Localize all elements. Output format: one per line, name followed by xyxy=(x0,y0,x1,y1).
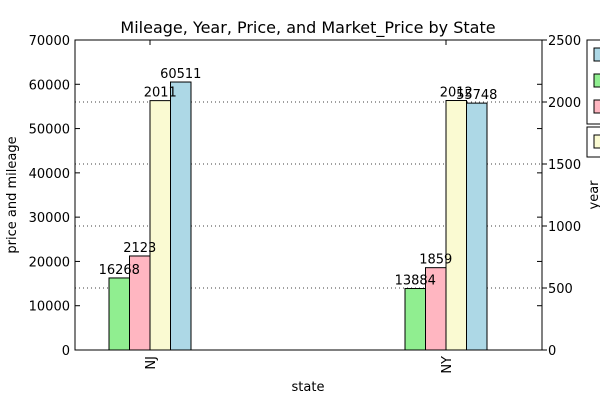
legend-swatch-0 xyxy=(593,47,600,62)
data-label-ny-3: 55748 xyxy=(456,88,497,103)
bar-ny-0 xyxy=(404,288,426,351)
legend-swatch-1 xyxy=(593,73,600,88)
x-axis-ticks: NJ NY xyxy=(144,40,455,374)
right-tick-label-0: 0 xyxy=(548,344,556,359)
data-label-ny-1: 1859 xyxy=(419,253,452,268)
right-tick-label-3: 1500 xyxy=(548,158,581,173)
plot-frame xyxy=(74,39,543,351)
data-label-nj-2: 2011 xyxy=(144,86,177,101)
x-axis-label: state xyxy=(292,380,325,395)
data-label-nj-1: 2123 xyxy=(123,241,156,256)
y2-axis-label: year xyxy=(587,180,600,210)
legend-swatch-3 xyxy=(593,134,600,149)
right-tick-label-1: 500 xyxy=(548,282,573,297)
x-tick-label-ny: NY xyxy=(440,356,455,374)
left-tick-label-2: 20000 xyxy=(29,255,70,270)
x-tick-label-nj: NJ xyxy=(144,356,159,370)
left-tick-label-3: 30000 xyxy=(29,211,70,226)
bars xyxy=(108,81,488,351)
data-label-nj-0: 16268 xyxy=(99,263,140,278)
left-tick-label-0: 0 xyxy=(62,344,70,359)
chart-title: Mileage, Year, Price, and Market_Price b… xyxy=(120,18,495,38)
right-tick-label-4: 2000 xyxy=(548,96,581,111)
left-axis-ticks: 0 10000 20000 30000 40000 50000 60000 70000 xyxy=(29,34,542,359)
data-label-nj-3: 60511 xyxy=(160,67,201,82)
legend-swatch-2 xyxy=(593,99,600,114)
y-axis-label: price and mileage xyxy=(5,136,20,253)
right-tick-label-5: 2500 xyxy=(548,34,581,49)
left-tick-label-1: 10000 xyxy=(29,300,70,315)
right-tick-label-2: 1000 xyxy=(548,220,581,235)
left-tick-label-4: 40000 xyxy=(29,167,70,182)
bar-ny-3 xyxy=(466,102,488,351)
left-tick-label-6: 60000 xyxy=(29,78,70,93)
bar-nj-0 xyxy=(108,277,130,351)
bar-nj-3 xyxy=(170,81,192,351)
left-tick-label-7: 70000 xyxy=(29,34,70,49)
left-tick-label-5: 50000 xyxy=(29,123,70,138)
data-label-ny-2: 2012 xyxy=(440,86,473,101)
bar-nj-2 xyxy=(149,100,171,351)
legend xyxy=(586,39,600,158)
right-axis-ticks: 0 500 1000 1500 2000 2500 xyxy=(542,34,581,359)
data-label-ny-0: 13884 xyxy=(395,274,436,289)
bar-ny-2 xyxy=(445,100,467,351)
